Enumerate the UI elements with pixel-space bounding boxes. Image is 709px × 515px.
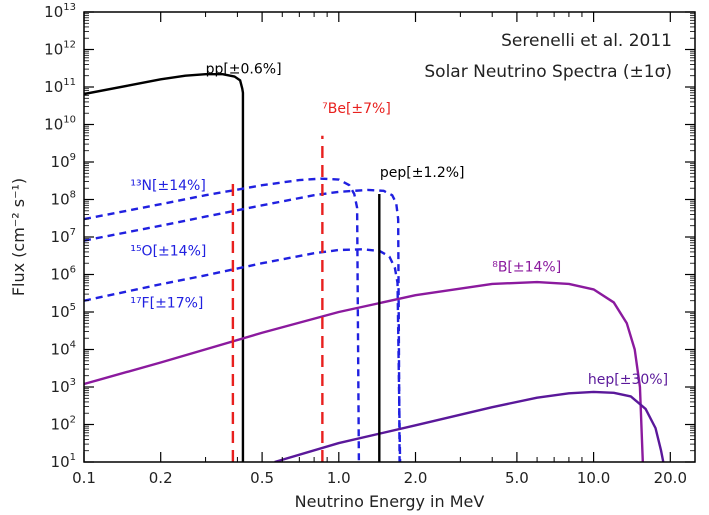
y-tick-label-3: 104 (51, 340, 76, 359)
y-tick-label-8: 109 (51, 152, 76, 171)
y-tick-label-4: 105 (51, 302, 76, 321)
y-tick-label-5: 106 (51, 265, 76, 284)
y-tick-label-11: 1012 (44, 40, 76, 59)
y-tick-label-10: 1011 (44, 77, 76, 96)
y-tick-label-12: 1013 (44, 2, 76, 21)
x-tick-label-1: 0.2 (149, 469, 173, 487)
x-axis-label: Neutrino Energy in MeV (295, 492, 485, 511)
series-pp (84, 72, 245, 462)
x-tick-label-2: 0.5 (250, 469, 274, 487)
label-pep: pep[±1.2%] (380, 165, 465, 181)
axes-layer: 0.1 0.2 0.5 1.0 2.0 5.0 10.0 20.0 101 102 103 104 10… (44, 2, 695, 487)
y-tick-label-0: 101 (51, 452, 76, 471)
labels-layer: pp[±0.6%] ⁷Be[±7%] pep[±1.2%] ¹³N[±14%] ¹⁵O[… (130, 61, 668, 388)
y-axis-label: Flux (cm⁻² s⁻¹) (9, 178, 28, 296)
label-f: ¹⁷F[±17%] (130, 296, 203, 312)
y-tick-label-6: 107 (51, 227, 76, 246)
series-n (84, 177, 361, 462)
series-b (84, 280, 645, 462)
label-o: ¹⁵O[±14%] (130, 244, 206, 260)
label-hep: hep[±30%] (588, 372, 668, 388)
chart-title-line-2: Solar Neutrino Spectra (±1σ) (424, 62, 672, 82)
label-b: ⁸B[±14%] (492, 260, 561, 276)
label-n: ¹³N[±14%] (130, 178, 205, 194)
x-tick-label-7: 20.0 (654, 469, 687, 487)
chart-title-line-1: Serenelli et al. 2011 (501, 31, 672, 51)
y-tick-label-9: 1010 (44, 115, 76, 134)
y-tick-label-1: 102 (51, 415, 76, 434)
series-f (84, 248, 402, 462)
label-be: ⁷Be[±7%] (322, 101, 391, 117)
x-tick-label-0: 0.1 (72, 469, 96, 487)
y-tick-label-2: 103 (51, 377, 76, 396)
x-tick-label-6: 10.0 (577, 469, 610, 487)
series-o (84, 188, 401, 462)
series-hep (274, 390, 665, 462)
series-layer (84, 72, 665, 462)
x-tick-label-3: 1.0 (327, 469, 351, 487)
x-tick-label-4: 2.0 (404, 469, 428, 487)
y-tick-label-7: 108 (51, 190, 76, 209)
x-tick-label-5: 5.0 (505, 469, 529, 487)
label-pp: pp[±0.6%] (206, 61, 282, 77)
